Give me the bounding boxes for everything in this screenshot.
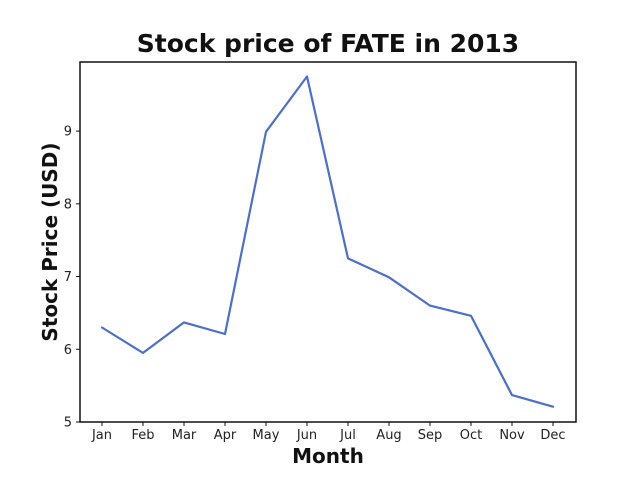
y-tick-label: 6 [64, 343, 72, 358]
y-tick-label: 7 [64, 270, 72, 285]
x-tick-label: May [253, 428, 280, 443]
x-tick-label: Jun [296, 428, 317, 443]
x-tick-label: Sep [418, 428, 443, 443]
x-tick-label: Nov [499, 428, 525, 443]
x-tick-label: Mar [172, 428, 197, 443]
y-tick-label: 8 [64, 197, 72, 212]
y-axis-title: Stock Price (USD) [38, 142, 62, 341]
chart-title: Stock price of FATE in 2013 [137, 29, 519, 58]
plot-area-frame [79, 61, 577, 423]
series-line [100, 75, 555, 408]
x-tick-label: Aug [376, 428, 401, 443]
x-tick-label: Jul [339, 428, 356, 443]
x-tick-label: Oct [460, 428, 482, 443]
x-tick-label: Jan [91, 428, 112, 443]
x-tick-label: Apr [214, 428, 237, 443]
y-tick-label: 5 [64, 416, 72, 431]
y-axis-ticks: 5 6 7 8 9 [64, 125, 80, 431]
y-tick-label: 9 [64, 125, 72, 140]
x-tick-label: Dec [540, 428, 565, 443]
series-layer [100, 75, 555, 408]
x-axis-ticks: Jan Feb Mar Apr May Jun Jul Aug Sep Oct Nov Dec [91, 422, 566, 443]
x-tick-label: Feb [131, 428, 154, 443]
x-axis-title: Month [292, 444, 364, 468]
